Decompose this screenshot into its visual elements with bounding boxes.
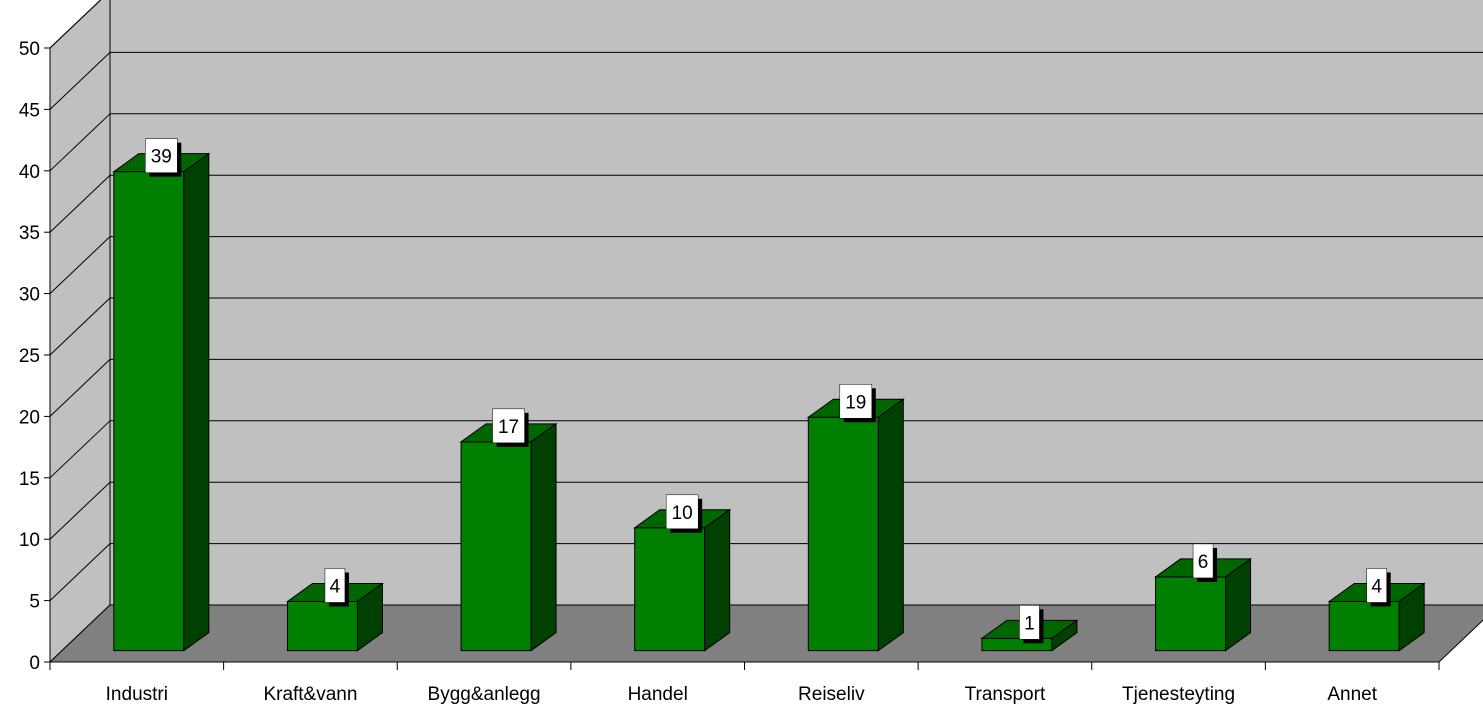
- data-label: 39: [151, 147, 172, 168]
- y-tick-label: 25: [19, 346, 40, 367]
- bar-side: [356, 582, 383, 652]
- bar-side: [704, 508, 731, 652]
- data-label-bg: [665, 494, 699, 530]
- data-label-bg: [145, 138, 178, 173]
- side-wall: [49, 0, 111, 664]
- data-label-box: 39: [145, 138, 182, 177]
- bar-side: [1225, 557, 1252, 652]
- data-label: 17: [498, 417, 519, 438]
- gridline-side: [49, 420, 111, 479]
- y-tick-label: 15: [19, 469, 40, 490]
- data-label: 1: [1024, 613, 1035, 634]
- bar-side: [530, 422, 557, 652]
- bar: [1154, 557, 1253, 652]
- bar: [459, 422, 558, 652]
- bar-front: [113, 171, 185, 652]
- data-label-box: 4: [1366, 568, 1391, 607]
- x-category-label: Transport: [965, 684, 1046, 705]
- x-category-label: Reiseliv: [798, 684, 865, 705]
- gridlines: [49, 0, 1483, 601]
- axes: [44, 47, 1440, 670]
- x-category-label: Tjenesteyting: [1122, 684, 1235, 705]
- data-label: 10: [672, 503, 693, 524]
- x-category-label: Handel: [628, 684, 688, 705]
- data-label-bg: [492, 408, 525, 444]
- y-tick-label: 20: [19, 407, 40, 428]
- bar-side: [877, 398, 904, 652]
- back-wall: [109, 0, 1483, 606]
- y-tick-label: 50: [19, 39, 40, 60]
- data-label-bg: [324, 568, 346, 603]
- bar: [112, 152, 211, 652]
- chart-walls: [48, 0, 1483, 664]
- bar-front: [1155, 576, 1227, 652]
- y-tick-labels: 0 5 10 15 20 25 30 35 40 45 50: [19, 39, 40, 674]
- data-label-box: 6: [1192, 543, 1218, 582]
- bar-side: [1398, 582, 1425, 652]
- data-label-box: 4: [324, 568, 349, 607]
- data-label-box: 19: [839, 384, 876, 423]
- bar-side: [183, 152, 210, 652]
- data-label: 4: [330, 576, 341, 597]
- bar: [806, 398, 905, 652]
- gridline-side: [49, 236, 111, 294]
- floor: [48, 604, 1483, 663]
- bar-front: [634, 527, 706, 652]
- y-tick-label: 5: [29, 592, 40, 613]
- gridline-side: [49, 0, 102, 49]
- data-labels: 39 4 17 10 19 1 6 4: [145, 138, 1391, 644]
- data-label-box: 1: [1019, 605, 1044, 644]
- gridline-side: [49, 113, 111, 172]
- y-tick-label: 45: [19, 100, 40, 121]
- data-label-box: 10: [665, 494, 703, 533]
- gridline-side: [49, 359, 111, 417]
- gridline-side: [49, 52, 111, 110]
- data-label-bg: [1192, 543, 1214, 579]
- bar-front: [460, 441, 532, 652]
- data-label-bg: [839, 384, 873, 419]
- y-tick-label: 0: [29, 653, 40, 674]
- gridline-side: [49, 297, 111, 356]
- data-label-box: 17: [492, 408, 529, 447]
- data-label: 6: [1198, 552, 1209, 573]
- data-label: 19: [845, 392, 866, 413]
- bar-front: [286, 600, 358, 652]
- y-tick-label: 10: [19, 530, 40, 551]
- data-label-bg: [1019, 605, 1040, 640]
- y-tick-label: 35: [19, 223, 40, 244]
- x-category-label: Annet: [1327, 684, 1377, 705]
- y-tick-label: 30: [19, 285, 40, 306]
- bars: [112, 152, 1426, 652]
- bar-front: [1328, 600, 1400, 652]
- x-category-label: Kraft&vann: [263, 684, 357, 705]
- x-category-labels: Industri Kraft&vann Bygg&anlegg Handel Reise…: [106, 684, 1378, 705]
- gridline-side: [49, 543, 111, 601]
- gridline-side: [49, 481, 111, 540]
- x-category-label: Bygg&anlegg: [428, 684, 541, 705]
- bar-side: [1051, 619, 1078, 652]
- x-category-label: Industri: [106, 684, 168, 705]
- gridline-side: [49, 174, 111, 233]
- data-label: 4: [1371, 576, 1382, 597]
- data-label-bg: [1366, 568, 1387, 603]
- y-tick-label: 40: [19, 162, 40, 183]
- bar-front: [807, 416, 879, 652]
